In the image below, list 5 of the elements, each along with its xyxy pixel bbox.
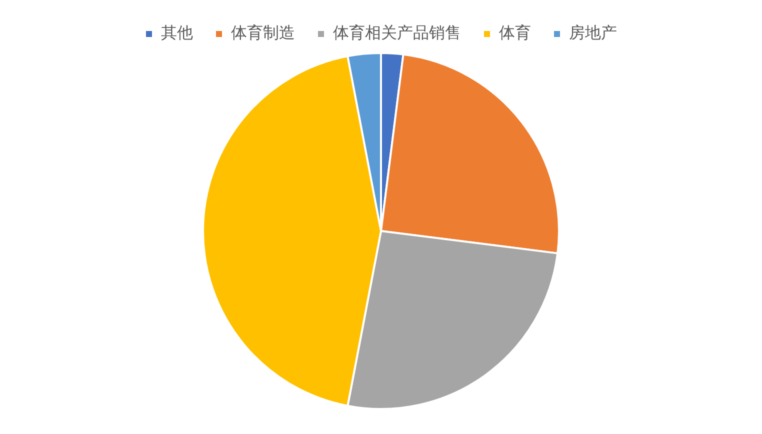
legend-label: 房地产 — [569, 23, 617, 42]
legend-label: 体育相关产品销售 — [333, 23, 461, 42]
legend-label: 体育制造 — [231, 23, 295, 42]
legend-label: 其他 — [161, 23, 193, 42]
legend-label: 体育 — [499, 23, 531, 42]
